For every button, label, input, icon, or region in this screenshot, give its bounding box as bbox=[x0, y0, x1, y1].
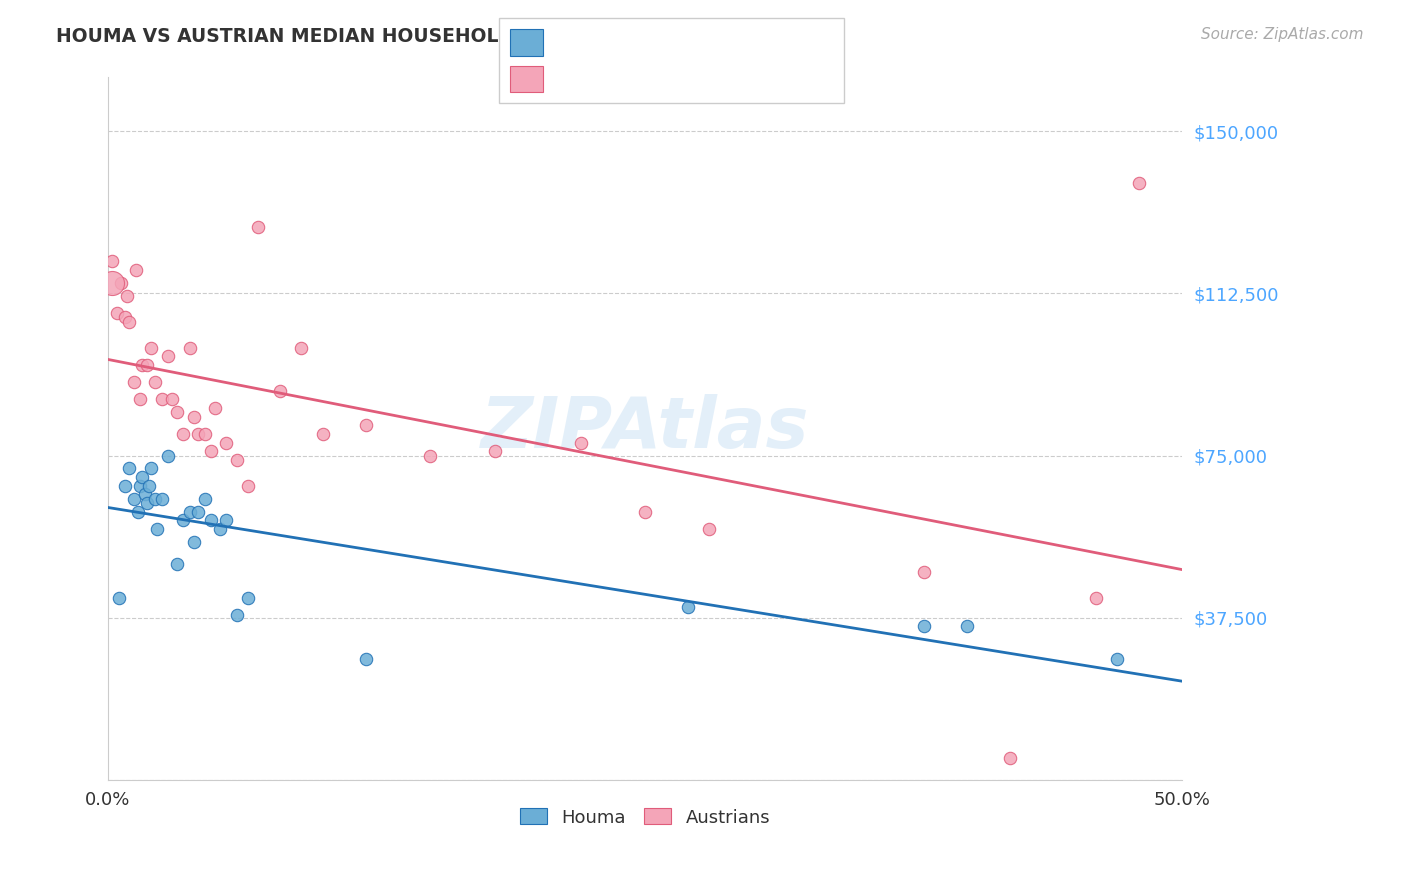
Point bbox=[236, 591, 259, 606]
Point bbox=[290, 341, 312, 355]
Point bbox=[118, 461, 141, 475]
Point bbox=[131, 358, 153, 372]
Point bbox=[101, 254, 124, 268]
Point bbox=[1128, 176, 1150, 190]
Point bbox=[172, 426, 194, 441]
Text: -0.699: -0.699 bbox=[583, 33, 648, 51]
Point bbox=[127, 505, 149, 519]
Point bbox=[183, 535, 205, 549]
Point bbox=[135, 496, 157, 510]
Point bbox=[150, 392, 173, 407]
Point bbox=[157, 449, 180, 463]
Point bbox=[150, 491, 173, 506]
Point bbox=[122, 491, 145, 506]
Point bbox=[125, 262, 148, 277]
Text: N =: N = bbox=[633, 70, 685, 87]
Text: R =: R = bbox=[553, 70, 592, 87]
Point bbox=[139, 341, 162, 355]
Point bbox=[354, 651, 377, 665]
Text: ZIPAtlas: ZIPAtlas bbox=[481, 394, 810, 463]
Point bbox=[956, 619, 979, 633]
Point bbox=[134, 487, 156, 501]
Point bbox=[699, 522, 721, 536]
Text: Source: ZipAtlas.com: Source: ZipAtlas.com bbox=[1201, 27, 1364, 42]
Point bbox=[131, 470, 153, 484]
Point bbox=[143, 491, 166, 506]
Point bbox=[179, 341, 201, 355]
Point bbox=[162, 392, 184, 407]
Point bbox=[135, 358, 157, 372]
Point bbox=[101, 276, 124, 290]
Point bbox=[998, 751, 1021, 765]
Point bbox=[236, 479, 259, 493]
Point bbox=[179, 505, 201, 519]
Point bbox=[138, 479, 160, 493]
Point bbox=[187, 426, 209, 441]
Point bbox=[166, 557, 188, 571]
Point bbox=[129, 479, 152, 493]
Point bbox=[225, 608, 247, 623]
Point bbox=[139, 461, 162, 475]
Point bbox=[114, 310, 136, 325]
Text: HOUMA VS AUSTRIAN MEDIAN HOUSEHOLD INCOME CORRELATION CHART: HOUMA VS AUSTRIAN MEDIAN HOUSEHOLD INCOM… bbox=[56, 27, 837, 45]
Point bbox=[105, 306, 128, 320]
Point bbox=[200, 513, 222, 527]
Point bbox=[172, 513, 194, 527]
Point bbox=[208, 522, 231, 536]
Point bbox=[1085, 591, 1108, 606]
Point bbox=[122, 375, 145, 389]
Text: N =: N = bbox=[633, 33, 685, 51]
Point bbox=[107, 591, 129, 606]
Point bbox=[117, 288, 139, 302]
Text: R =: R = bbox=[553, 33, 592, 51]
Point bbox=[1107, 651, 1129, 665]
Point bbox=[269, 384, 291, 398]
Point bbox=[676, 599, 699, 614]
Point bbox=[187, 505, 209, 519]
Point bbox=[129, 392, 152, 407]
Point bbox=[166, 405, 188, 419]
Point bbox=[143, 375, 166, 389]
Point bbox=[200, 444, 222, 458]
Point bbox=[204, 401, 226, 415]
Point bbox=[484, 444, 506, 458]
Point bbox=[215, 513, 238, 527]
Point bbox=[110, 276, 132, 290]
Point bbox=[247, 219, 270, 234]
Text: -0.368: -0.368 bbox=[583, 70, 648, 87]
Point bbox=[215, 435, 238, 450]
Point bbox=[354, 418, 377, 433]
Point bbox=[157, 349, 180, 363]
Point bbox=[118, 315, 141, 329]
Legend: Houma, Austrians: Houma, Austrians bbox=[513, 801, 778, 834]
Point bbox=[912, 565, 935, 579]
Text: 41: 41 bbox=[679, 70, 704, 87]
Point bbox=[225, 453, 247, 467]
Point bbox=[114, 479, 136, 493]
Point bbox=[912, 619, 935, 633]
Point bbox=[183, 409, 205, 424]
Point bbox=[194, 491, 217, 506]
Point bbox=[419, 449, 441, 463]
Text: 31: 31 bbox=[679, 33, 704, 51]
Point bbox=[194, 426, 217, 441]
Point bbox=[569, 435, 592, 450]
Point bbox=[146, 522, 169, 536]
Point bbox=[312, 426, 335, 441]
Point bbox=[634, 505, 657, 519]
